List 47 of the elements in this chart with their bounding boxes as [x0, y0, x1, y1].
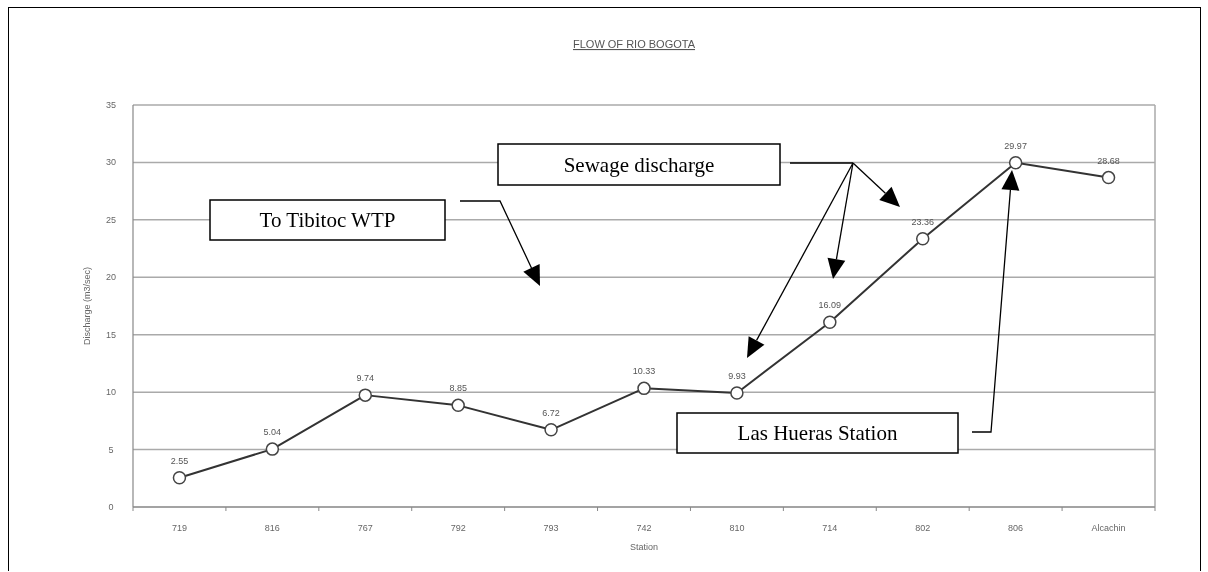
data-label: 16.09 — [818, 300, 842, 311]
y-tick-label: 35 — [105, 100, 117, 110]
y-tick-label: 10 — [105, 387, 117, 398]
data-label: 29.97 — [1004, 140, 1027, 151]
data-label: 9.93 — [728, 370, 746, 381]
x-tick-label: 719 — [171, 523, 187, 533]
x-tick-label: 767 — [357, 523, 373, 533]
x-tick-label: 793 — [543, 523, 559, 533]
point — [915, 231, 930, 246]
x-tick-label: 714 — [822, 523, 838, 533]
y-tick-label: 15 — [105, 329, 117, 340]
x-tick-label: 816 — [264, 523, 280, 533]
y-axis-title: Discharge (m3/sec) — [82, 266, 92, 346]
point — [823, 315, 837, 329]
point — [544, 423, 558, 437]
x-tick-label: 792 — [450, 523, 466, 533]
x-tick-label: 742 — [636, 523, 652, 533]
point — [265, 442, 280, 456]
data-label: 8.85 — [449, 383, 467, 394]
y-tick-label: 5 — [108, 444, 114, 455]
point — [1008, 156, 1023, 170]
y-tick-label: 25 — [105, 214, 117, 225]
annotation: Sewage discharge — [563, 152, 715, 177]
annotation: To Tibitoc WTP — [259, 208, 396, 232]
point — [451, 398, 465, 413]
chart-title: FLOW OF RIO BOGOTA — [572, 38, 696, 50]
data-label: 6.72 — [542, 407, 560, 418]
x-tick-label: 806 — [1008, 523, 1024, 533]
annotation: Las Hueras Station — [737, 421, 898, 445]
data-label: 9.74 — [356, 373, 375, 384]
x-axis-title: Station — [629, 542, 659, 552]
point — [172, 470, 187, 485]
x-tick-label: 810 — [729, 523, 745, 533]
x-tick-label: Alcachin — [1091, 523, 1126, 533]
point — [1101, 170, 1116, 185]
data-label: 28.68 — [1097, 155, 1120, 166]
data-label: 10.33 — [632, 366, 656, 377]
y-tick-label: 20 — [105, 272, 117, 283]
point — [358, 388, 373, 402]
x-tick-label: 802 — [915, 523, 931, 533]
data-label: 2.55 — [170, 455, 189, 466]
point — [637, 381, 651, 396]
point — [730, 386, 744, 400]
y-tick-label: 30 — [105, 157, 117, 168]
data-label: 23.36 — [911, 216, 934, 227]
y-tick-label: 0 — [108, 502, 114, 512]
data-label: 5.04 — [263, 427, 282, 438]
